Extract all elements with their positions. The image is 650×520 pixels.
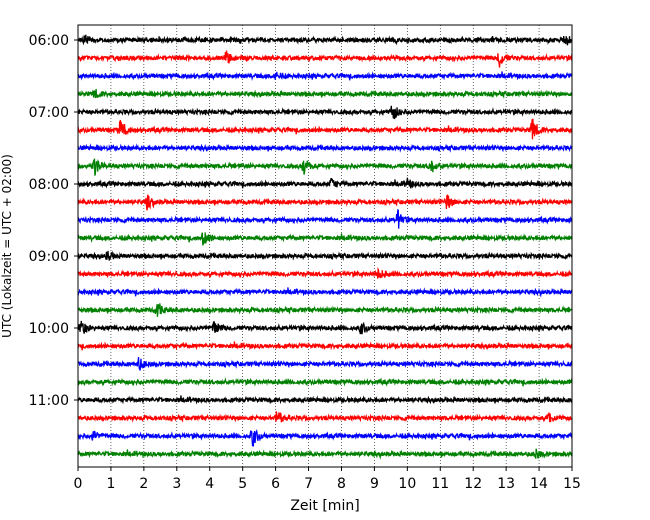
y-tick-label: 06:00 [29, 33, 69, 49]
x-tick-label: 11 [431, 476, 449, 492]
trace-line [77, 320, 573, 335]
x-tick-label: 6 [271, 476, 280, 492]
x-tick-label: 5 [238, 476, 247, 492]
trace-line [77, 250, 573, 261]
x-tick-label: 0 [74, 476, 83, 492]
trace-line [77, 50, 573, 68]
y-axis-label: UTC (Lokalzeit = UTC + 02:00) [0, 154, 14, 338]
trace-line [77, 177, 573, 189]
y-axis: 06:00 07:00 08:00 09:00 10:00 11:00 [29, 33, 78, 409]
plot-frame [77, 24, 573, 468]
x-tick-label: 4 [205, 476, 214, 492]
y-tick-label: 07:00 [29, 105, 69, 121]
trace-line [77, 428, 573, 447]
y-tick-label: 08:00 [29, 177, 69, 193]
trace-line [77, 341, 573, 351]
x-tick-label: 7 [304, 476, 313, 492]
x-tick-label: 8 [337, 476, 346, 492]
x-axis-label: Zeit [min] [290, 498, 359, 514]
trace-line [77, 118, 573, 140]
trace-line [77, 194, 573, 211]
trace-line [77, 105, 573, 120]
x-tick-label: 1 [106, 476, 115, 492]
trace-line [77, 303, 573, 317]
x-tick-label: 10 [398, 476, 416, 492]
trace-line [77, 71, 573, 82]
x-axis: 0 1 2 3 4 5 6 7 8 9 10 11 12 13 14 15 [74, 467, 581, 492]
x-tick-label: 15 [563, 476, 581, 492]
trace-line [77, 88, 573, 99]
y-tick-label: 11:00 [29, 393, 69, 409]
y-tick-label: 10:00 [29, 321, 69, 337]
trace-line [77, 287, 573, 298]
x-tick-label: 3 [172, 476, 181, 492]
x-tick-label: 2 [139, 476, 148, 492]
x-tick-label: 14 [530, 476, 548, 492]
trace-line [77, 158, 573, 176]
trace-line [77, 232, 573, 246]
trace-line [77, 34, 573, 46]
trace-line [77, 266, 573, 279]
x-tick-label: 9 [370, 476, 379, 492]
x-tick-label: 12 [464, 476, 482, 492]
traces [77, 34, 573, 460]
trace-line [77, 209, 573, 229]
trace-line [77, 395, 573, 405]
trace-line [77, 356, 573, 371]
trace-line [77, 448, 573, 460]
trace-line [77, 411, 573, 423]
trace-line [77, 377, 573, 387]
y-tick-label: 09:00 [29, 249, 69, 265]
x-tick-label: 13 [497, 476, 515, 492]
trace-line [77, 143, 573, 153]
